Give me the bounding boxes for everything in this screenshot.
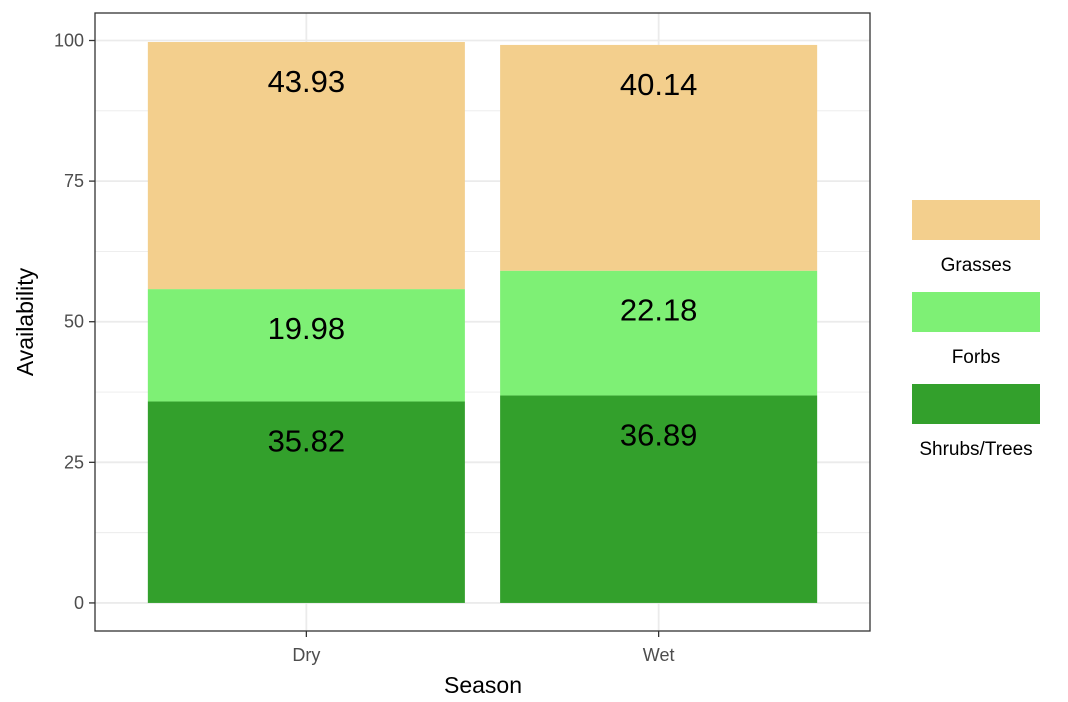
bar-segment (147, 42, 465, 290)
y-tick-label: 25 (64, 452, 84, 472)
bars (147, 42, 818, 603)
y-tick-label: 0 (74, 593, 84, 613)
legend-key (912, 292, 1040, 332)
x-tick-label: Wet (643, 645, 675, 665)
legend: Grasses Forbs Shrubs/Trees (912, 200, 1040, 460)
legend-key (912, 200, 1040, 240)
y-axis: 0 25 50 75 100 (54, 31, 95, 613)
data-label: 36.89 (620, 417, 698, 452)
y-tick-label: 50 (64, 312, 84, 332)
data-label: 19.98 (268, 311, 346, 346)
y-tick-label: 100 (54, 31, 84, 51)
legend-label: Shrubs/Trees (919, 439, 1032, 460)
y-axis-title: Availability (12, 267, 38, 376)
bar-segment (500, 44, 818, 271)
x-tick-label: Dry (292, 645, 320, 665)
data-label: 40.14 (620, 67, 698, 102)
x-axis: Dry Wet (292, 631, 674, 665)
legend-label: Forbs (952, 347, 1001, 368)
data-label: 22.18 (620, 293, 698, 328)
x-axis-title: Season (444, 672, 522, 698)
legend-label: Grasses (941, 255, 1012, 276)
legend-key (912, 384, 1040, 424)
bar-segment (147, 401, 465, 603)
y-tick-label: 75 (64, 171, 84, 191)
data-label: 43.93 (268, 64, 346, 99)
data-label: 35.82 (268, 423, 346, 458)
bar-segment (500, 270, 818, 396)
data-labels: 35.82 19.98 43.93 36.89 22.18 40.14 (268, 64, 698, 458)
bar-segment (147, 289, 465, 402)
bar-segment (500, 395, 818, 603)
